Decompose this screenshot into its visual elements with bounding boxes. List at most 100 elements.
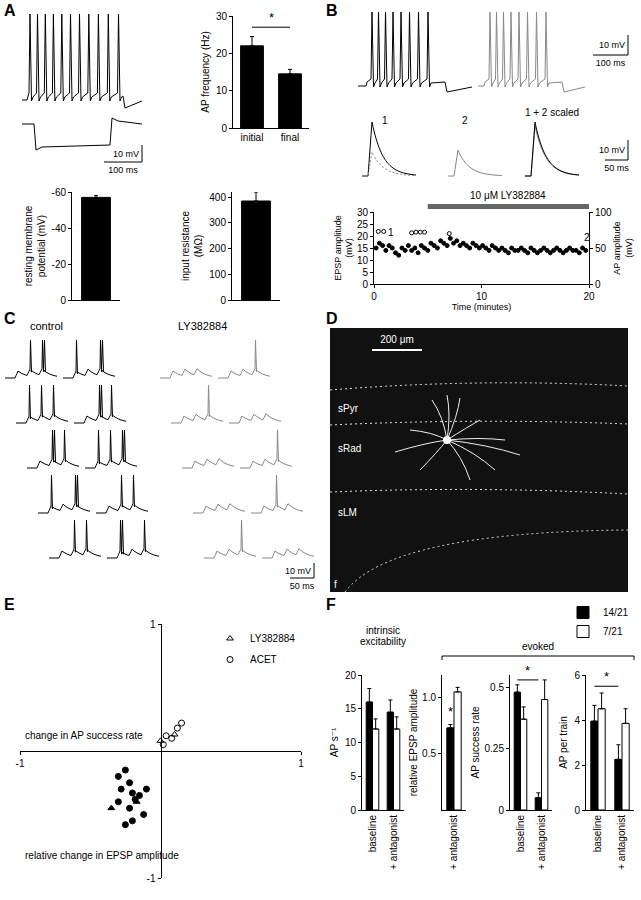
svg-text:excitability: excitability (360, 636, 406, 647)
svg-text:f: f (334, 579, 337, 590)
svg-text:4: 4 (574, 715, 580, 726)
svg-text:1: 1 (382, 115, 388, 126)
svg-text:baseline: baseline (592, 815, 603, 853)
svg-text:20: 20 (583, 291, 595, 302)
svg-text:baseline: baseline (515, 815, 526, 853)
svg-text:B: B (326, 2, 338, 19)
svg-text:D: D (326, 310, 338, 327)
svg-text:AP frequency (Hz): AP frequency (Hz) (200, 31, 211, 113)
svg-text:sPyr: sPyr (338, 403, 359, 414)
svg-text:10: 10 (216, 85, 228, 96)
svg-text:2: 2 (574, 760, 580, 771)
svg-text:*: * (269, 10, 274, 25)
svg-text:ACET: ACET (250, 654, 277, 665)
svg-text:5: 5 (350, 771, 356, 782)
svg-text:0: 0 (371, 291, 377, 302)
svg-text:F: F (326, 596, 336, 613)
svg-text:LY382884: LY382884 (250, 633, 295, 644)
svg-text:50 ms: 50 ms (290, 581, 315, 591)
svg-text:0: 0 (350, 805, 356, 816)
svg-text:+ antagonist: + antagonist (536, 815, 547, 870)
svg-text:50: 50 (595, 243, 607, 254)
svg-text:20: 20 (357, 231, 369, 242)
svg-text:6: 6 (574, 670, 580, 681)
svg-text:30: 30 (216, 11, 228, 22)
svg-text:A: A (4, 2, 16, 19)
svg-text:change in AP success rate: change in AP success rate (25, 730, 143, 741)
svg-text:0: 0 (574, 805, 580, 816)
svg-text:15: 15 (345, 703, 357, 714)
svg-text:LY382884: LY382884 (178, 320, 227, 332)
svg-text:0.25: 0.25 (485, 743, 505, 754)
svg-text:relative change in EPSP amplit: relative change in EPSP amplitude (25, 850, 179, 861)
svg-text:AP amplitude(mV): AP amplitude(mV) (612, 221, 634, 274)
svg-text:*: * (448, 704, 453, 719)
svg-text:1.0: 1.0 (422, 692, 436, 703)
svg-text:100: 100 (595, 207, 612, 218)
svg-text:-40: -40 (52, 223, 67, 234)
svg-text:AP s⁻¹: AP s⁻¹ (329, 727, 340, 757)
svg-text:+ antagonist: + antagonist (616, 815, 627, 870)
svg-text:10 mV: 10 mV (599, 145, 625, 155)
svg-text:0: 0 (498, 805, 504, 816)
svg-text:10 μM LY382884: 10 μM LY382884 (470, 190, 546, 201)
svg-text:200: 200 (209, 243, 226, 254)
svg-text:0.5: 0.5 (490, 682, 504, 693)
svg-text:10 mV: 10 mV (285, 566, 311, 576)
svg-text:5: 5 (362, 267, 368, 278)
svg-text:10 mV: 10 mV (113, 149, 139, 159)
svg-text:*: * (604, 669, 609, 684)
svg-text:2: 2 (584, 232, 590, 243)
svg-text:*: * (525, 663, 530, 678)
svg-text:resting membranepotential (mV): resting membranepotential (mV) (23, 205, 47, 286)
svg-text:10 mV: 10 mV (599, 40, 625, 50)
svg-text:0: 0 (595, 279, 601, 290)
svg-text:-1: -1 (16, 758, 25, 769)
svg-text:final: final (281, 132, 299, 143)
svg-text:400: 400 (209, 192, 226, 203)
svg-text:+ antagonist: + antagonist (388, 815, 399, 870)
svg-text:10: 10 (345, 737, 357, 748)
svg-text:-60: -60 (52, 187, 67, 198)
svg-text:1: 1 (388, 227, 394, 238)
svg-text:0.5: 0.5 (422, 748, 436, 759)
svg-text:100 ms: 100 ms (108, 165, 138, 175)
svg-text:sRad: sRad (338, 443, 361, 454)
svg-text:7/21: 7/21 (603, 626, 623, 637)
svg-text:initial: initial (241, 132, 264, 143)
svg-text:15: 15 (357, 243, 369, 254)
svg-text:Time (minutes): Time (minutes) (452, 302, 512, 312)
svg-text:sLM: sLM (338, 507, 357, 518)
svg-text:1: 1 (150, 619, 156, 630)
svg-text:baseline: baseline (367, 815, 378, 853)
svg-text:control: control (30, 320, 63, 332)
svg-text:10: 10 (476, 291, 488, 302)
svg-text:AP success rate: AP success rate (470, 706, 481, 779)
svg-text:20: 20 (345, 670, 357, 681)
svg-text:0: 0 (362, 279, 368, 290)
svg-text:0: 0 (220, 295, 226, 306)
svg-text:AP per train: AP per train (558, 716, 569, 769)
svg-text:0: 0 (221, 123, 227, 134)
svg-text:EPSP amplitude(mV): EPSP amplitude(mV) (333, 215, 355, 280)
svg-text:2: 2 (462, 115, 468, 126)
svg-text:200 μm: 200 μm (380, 334, 414, 345)
svg-text:evoked: evoked (522, 641, 554, 652)
svg-text:-20: -20 (52, 259, 67, 270)
svg-text:0: 0 (60, 295, 66, 306)
svg-text:100: 100 (209, 269, 226, 280)
svg-text:20: 20 (216, 48, 228, 59)
svg-text:50 ms: 50 ms (604, 163, 629, 173)
svg-text:relative EPSP amplitude: relative EPSP amplitude (408, 688, 419, 796)
svg-text:300: 300 (209, 217, 226, 228)
svg-text:25: 25 (357, 219, 369, 230)
svg-text:E: E (4, 596, 15, 613)
svg-text:1: 1 (298, 758, 304, 769)
svg-text:1 + 2 scaled: 1 + 2 scaled (525, 107, 579, 118)
svg-text:intrinsic: intrinsic (366, 625, 400, 636)
svg-text:30: 30 (357, 207, 369, 218)
svg-text:+ antagonist: + antagonist (448, 815, 459, 870)
svg-text:100 ms: 100 ms (596, 58, 626, 68)
svg-text:-1: -1 (147, 873, 156, 884)
svg-text:14/21: 14/21 (603, 607, 628, 618)
